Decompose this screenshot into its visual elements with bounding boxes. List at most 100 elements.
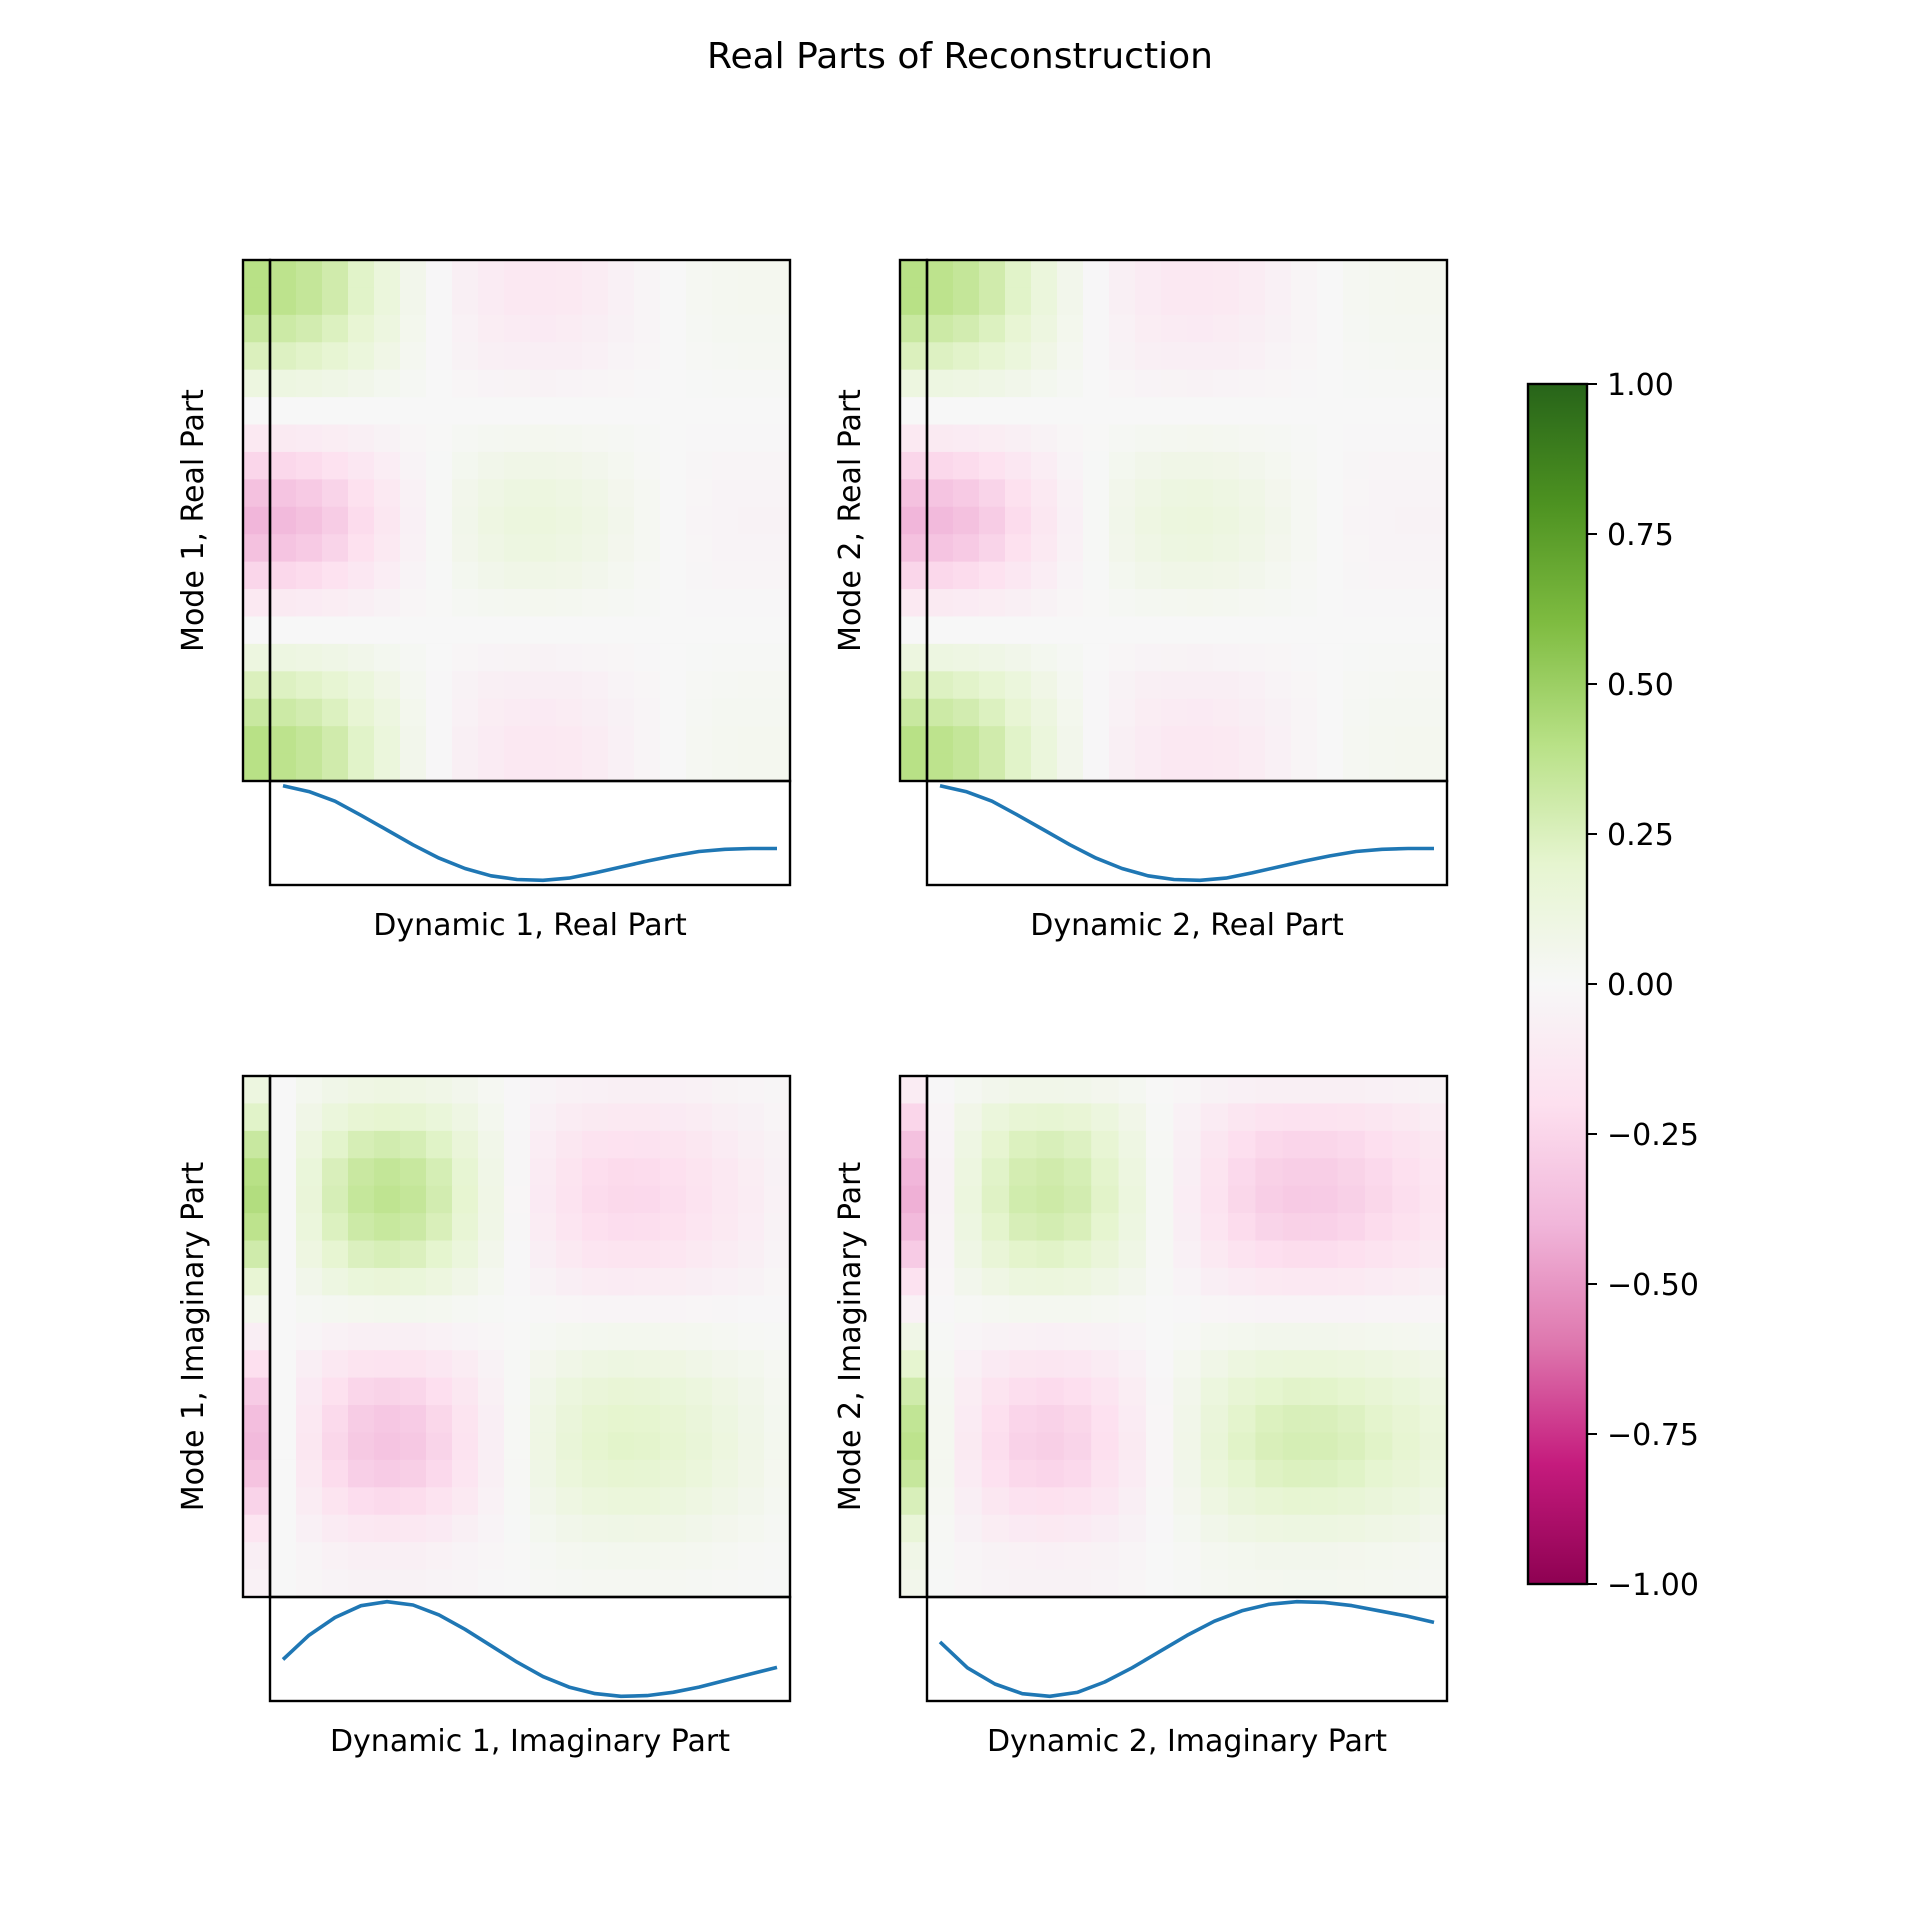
heatmap-cell <box>504 1459 531 1488</box>
heatmap-cell <box>1200 1240 1229 1269</box>
heatmap-cell <box>686 1542 713 1571</box>
heatmap-cell <box>1118 1432 1147 1461</box>
heatmap-cell <box>1036 1240 1065 1269</box>
heatmap-cell <box>712 451 739 480</box>
heatmap-cell <box>348 451 375 480</box>
heatmap-cell <box>452 616 479 645</box>
heatmap-cell <box>426 726 453 755</box>
heatmap-cell <box>634 1514 661 1543</box>
heatmap-cell <box>981 1103 1010 1132</box>
heatmap-cell <box>1161 506 1188 535</box>
heatmap-cell <box>1091 1267 1120 1296</box>
heatmap-cell <box>1213 424 1240 453</box>
heatmap-cell <box>582 479 609 508</box>
heatmap-cell <box>374 616 401 645</box>
heatmap-cell <box>1343 643 1370 672</box>
heatmap-cell <box>1009 1487 1038 1516</box>
heatmap-cell <box>1369 753 1396 782</box>
heatmap-cell <box>1364 1213 1393 1242</box>
heatmap-cell <box>1145 1432 1174 1461</box>
heatmap-cell <box>1200 1542 1229 1571</box>
heatmap-cell <box>530 451 557 480</box>
heatmap-cell <box>296 260 323 289</box>
heatmap-cell <box>296 726 323 755</box>
heatmap-cell <box>478 1322 505 1351</box>
heatmap-cell <box>322 1514 349 1543</box>
heatmap-cell <box>504 1076 531 1105</box>
mode-cell <box>243 314 270 343</box>
heatmap-cell <box>452 698 479 727</box>
heatmap-cell <box>1419 1076 1448 1105</box>
heatmap-cell <box>1265 342 1292 371</box>
heatmap-cell <box>530 616 557 645</box>
heatmap-cell <box>1005 479 1032 508</box>
mode-cell <box>900 451 927 480</box>
heatmap-cell <box>348 260 375 289</box>
heatmap-cell <box>374 1377 401 1406</box>
heatmap-cell <box>582 1076 609 1105</box>
heatmap-cell <box>1083 369 1110 398</box>
mode-cell <box>900 1240 927 1269</box>
heatmap-cell <box>504 479 531 508</box>
heatmap-cell <box>764 424 791 453</box>
heatmap-cell <box>1255 1514 1284 1543</box>
heatmap-cell <box>452 1487 479 1516</box>
heatmap-cell <box>504 287 531 316</box>
mode-axis-label: Mode 1, Real Part <box>176 389 211 652</box>
heatmap-cell <box>764 671 791 700</box>
heatmap-cell <box>660 424 687 453</box>
heatmap-cell <box>556 671 583 700</box>
heatmap-cell <box>1282 1542 1311 1571</box>
heatmap-cell <box>348 1240 375 1269</box>
heatmap-cell <box>1200 1185 1229 1214</box>
heatmap-cell <box>1228 1103 1257 1132</box>
heatmap-cell <box>1419 1459 1448 1488</box>
heatmap-cell <box>426 1487 453 1516</box>
heatmap-cell <box>1161 726 1188 755</box>
heatmap-cell <box>1005 561 1032 590</box>
heatmap-cell <box>1291 616 1318 645</box>
heatmap-cell <box>1200 1295 1229 1324</box>
heatmap-cell <box>556 1158 583 1187</box>
heatmap-cell <box>660 589 687 618</box>
heatmap-cell <box>1392 1569 1421 1598</box>
heatmap-cell <box>1291 397 1318 426</box>
heatmap-cell <box>1057 287 1084 316</box>
heatmap-cell <box>1135 260 1162 289</box>
heatmap-cell <box>1265 589 1292 618</box>
heatmap-cell <box>1337 1322 1366 1351</box>
heatmap-cell <box>1031 451 1058 480</box>
heatmap-cell <box>1395 671 1422 700</box>
heatmap-cell <box>426 1076 453 1105</box>
heatmap-cell <box>712 1130 739 1159</box>
heatmap-cell <box>1091 1185 1120 1214</box>
heatmap-cell <box>660 534 687 563</box>
colorbar-tick-label: 1.00 <box>1607 368 1674 403</box>
heatmap-cell <box>1291 726 1318 755</box>
heatmap-cell <box>927 671 954 700</box>
heatmap-cell <box>1161 369 1188 398</box>
dynamic-axis-label: Dynamic 2, Imaginary Part <box>987 1724 1387 1759</box>
heatmap-cell <box>296 589 323 618</box>
heatmap-cell <box>400 726 427 755</box>
heatmap-cell <box>1265 561 1292 590</box>
heatmap-cell <box>1057 342 1084 371</box>
heatmap-cell <box>426 1240 453 1269</box>
mode-axis-label: Mode 2, Imaginary Part <box>833 1162 868 1512</box>
heatmap-cell <box>400 369 427 398</box>
heatmap-cell <box>1173 1076 1202 1105</box>
heatmap-cell <box>582 561 609 590</box>
heatmap-cell <box>322 1130 349 1159</box>
heatmap-cell <box>1063 1267 1092 1296</box>
heatmap-cell <box>1317 726 1344 755</box>
heatmap-cell <box>1091 1432 1120 1461</box>
mode-cell <box>900 1267 927 1296</box>
heatmap-cell <box>556 314 583 343</box>
heatmap-cell <box>1392 1103 1421 1132</box>
heatmap-cell <box>1255 1405 1284 1434</box>
heatmap-cell <box>296 1185 323 1214</box>
heatmap-cell <box>634 1267 661 1296</box>
heatmap-cell <box>270 342 297 371</box>
heatmap-cell <box>1255 1185 1284 1214</box>
heatmap-cell <box>426 1213 453 1242</box>
